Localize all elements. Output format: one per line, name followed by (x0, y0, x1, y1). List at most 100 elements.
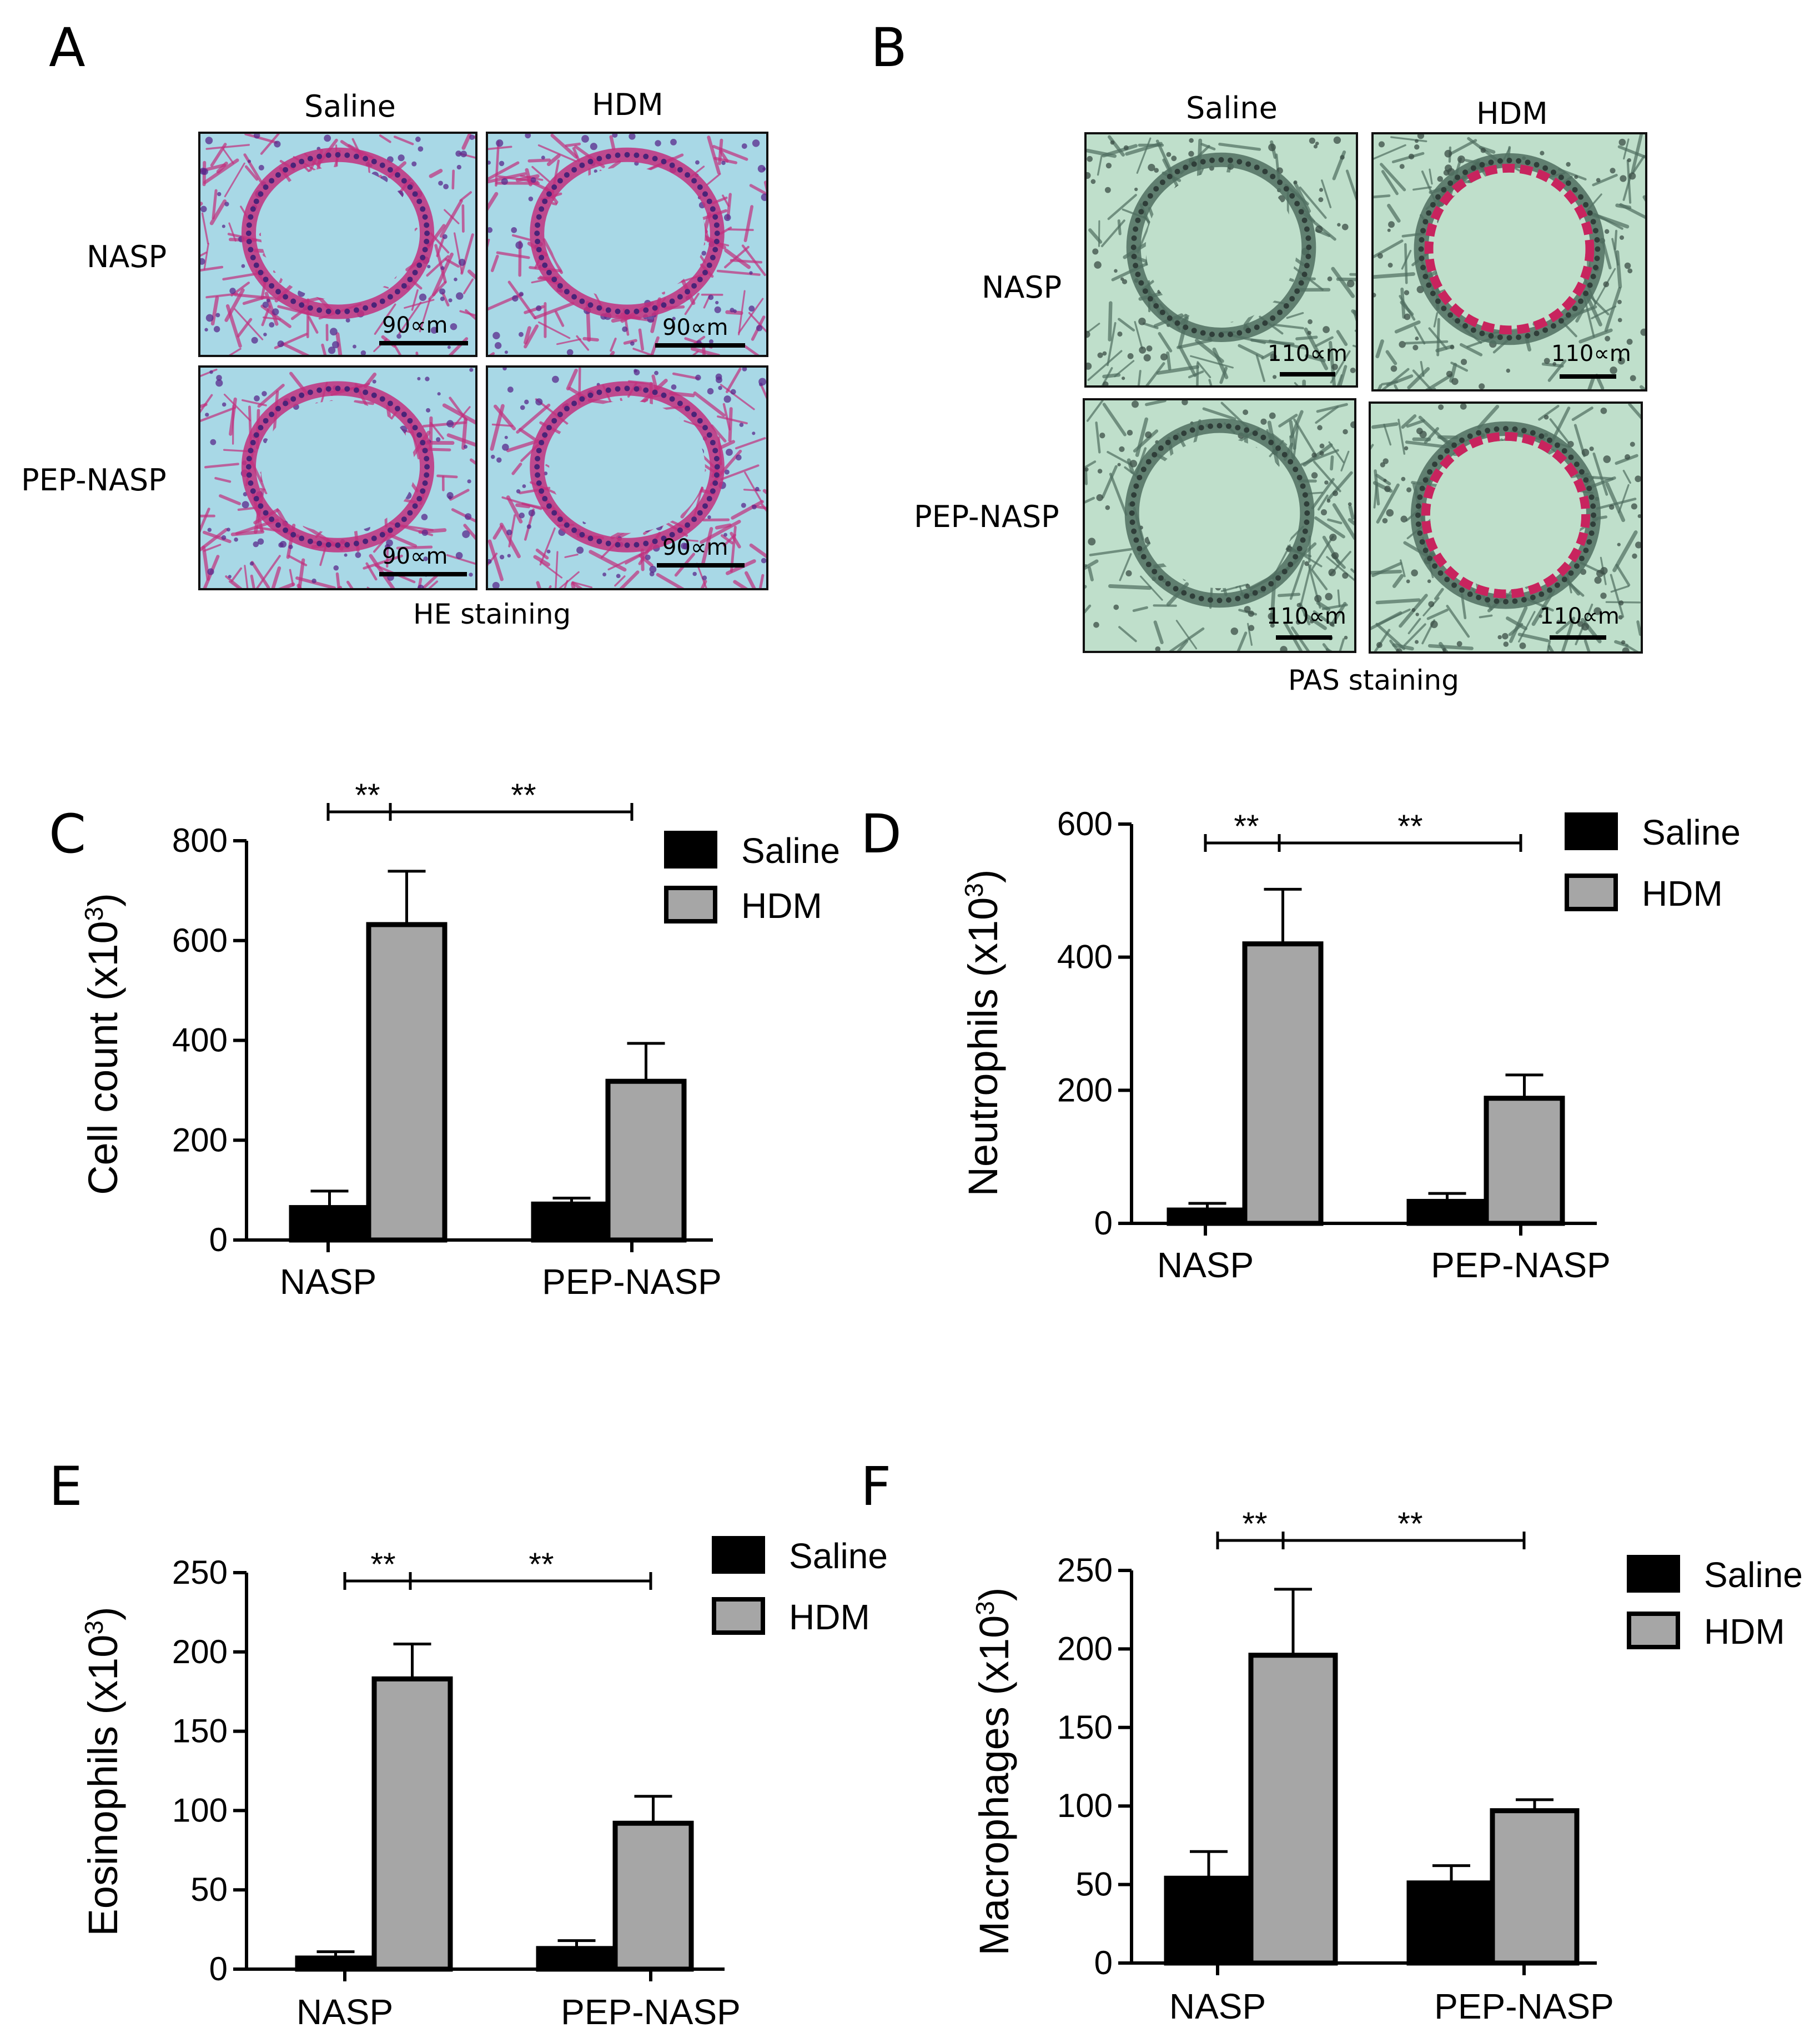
significance-label: ** (511, 777, 536, 814)
panel-letter: E (49, 1455, 83, 1518)
panel-b-col-label-saline: Saline (1186, 91, 1278, 126)
bar-saline-nasp (289, 1205, 370, 1243)
panel-a-scale-bar (657, 563, 745, 568)
y-tick-label: 0 (1094, 1944, 1113, 1981)
significance-label: ** (1397, 1506, 1422, 1542)
panel-a-scale-bar (655, 343, 745, 348)
x-tick-label: PEP-NASP (542, 1262, 722, 1302)
panel-a-scale-label: 90∝m (662, 535, 728, 560)
x-tick-label: NASP (1157, 1245, 1254, 1285)
tissue-drawing (1374, 134, 1645, 389)
y-axis-label: Eosinophils (x103) (79, 1607, 126, 1936)
y-tick-label: 0 (209, 1221, 228, 1258)
x-tick-label: PEP-NASP (1434, 1986, 1614, 2026)
bar-hdm-pep-nasp (612, 1820, 694, 1972)
y-tick-label: 200 (172, 1121, 228, 1158)
bar-hdm-nasp (366, 922, 448, 1243)
legend-label: Saline (741, 831, 840, 871)
panel-b-scale-bar (1280, 372, 1335, 377)
panel-b-row-label-nasp: NASP (982, 270, 1062, 305)
legend-label: Saline (789, 1536, 888, 1576)
tissue-drawing (1371, 404, 1641, 651)
tissue-drawing (200, 134, 475, 355)
y-tick-label: 400 (172, 1022, 228, 1059)
panel-b-image-nasp-saline (1084, 132, 1358, 388)
significance-label: ** (370, 1547, 395, 1583)
panel-letter: C (49, 803, 86, 865)
y-tick-label: 200 (1057, 1630, 1113, 1667)
panel-a-scale-label: 90∝m (382, 313, 448, 338)
significance-label: ** (1242, 1506, 1267, 1542)
panel-a-col-label-hdm: HDM (592, 87, 663, 122)
significance-label: ** (1234, 809, 1259, 845)
panel-b-image-pep-nasp-hdm (1369, 401, 1643, 654)
bar-saline-pep-nasp (1406, 1198, 1488, 1226)
x-tick-label: NASP (280, 1262, 376, 1302)
legend-swatch-hdm (1565, 874, 1618, 911)
legend-label: HDM (1704, 1612, 1785, 1652)
y-tick-label: 250 (172, 1554, 228, 1591)
x-tick-label: NASP (296, 1992, 393, 2032)
panel-b-image-nasp-hdm (1371, 132, 1647, 391)
x-tick-label: PEP-NASP (1431, 1245, 1611, 1285)
panel-a-caption: HE staining (413, 598, 571, 630)
bar-hdm-nasp (1242, 941, 1324, 1226)
x-tick-label: NASP (1169, 1986, 1266, 2026)
panel-b-caption: PAS staining (1288, 664, 1459, 696)
panel-b-scale-label: 110∝m (1266, 604, 1346, 629)
panel-letter: F (861, 1455, 891, 1518)
panel-b-image-pep-nasp-saline (1083, 398, 1356, 653)
panel-b-col-label-hdm: HDM (1476, 96, 1548, 131)
y-tick-label: 600 (172, 922, 228, 959)
y-tick-label: 150 (1057, 1709, 1113, 1746)
bar-hdm-nasp (1248, 1653, 1338, 1966)
panel-b-scale-bar (1560, 374, 1616, 379)
legend-swatch-saline (1627, 1555, 1680, 1593)
panel-a-image-nasp-hdm (486, 132, 768, 357)
legend-swatch-saline (664, 831, 717, 869)
bar-saline-pep-nasp (531, 1201, 612, 1243)
panel-letter: D (861, 803, 902, 865)
tissue-drawing (1087, 134, 1356, 385)
y-tick-label: 100 (1057, 1787, 1113, 1824)
legend-swatch-hdm (664, 886, 717, 923)
bar-saline-pep-nasp (536, 1946, 617, 1972)
bar-saline-nasp (295, 1955, 376, 1972)
x-tick-label: PEP-NASP (561, 1992, 741, 2032)
panel-b-row-label-pep-nasp: PEP-NASP (914, 499, 1059, 534)
y-tick-label: 600 (1057, 805, 1113, 842)
panel-b-scale-label: 110∝m (1551, 341, 1631, 367)
y-tick-label: 200 (172, 1633, 228, 1670)
bar-hdm-pep-nasp (605, 1078, 687, 1243)
y-tick-label: 100 (172, 1791, 228, 1829)
y-tick-label: 250 (1057, 1552, 1113, 1589)
y-tick-label: 800 (172, 822, 228, 859)
y-tick-label: 50 (1075, 1866, 1113, 1903)
tissue-drawing (488, 368, 766, 588)
legend-swatch-saline (1565, 812, 1618, 850)
panel-a-scale-label: 90∝m (382, 544, 448, 569)
bar-hdm-nasp (371, 1676, 453, 1972)
legend-swatch-hdm (1627, 1612, 1680, 1649)
panel-a-scale-label: 90∝m (662, 315, 728, 340)
y-axis-label: Neutrophils (x103) (959, 869, 1006, 1196)
legend-label: Saline (1704, 1555, 1803, 1595)
panel-a-scale-bar (379, 341, 468, 345)
legend-label: HDM (789, 1597, 870, 1637)
panel-a-scale-bar (379, 572, 467, 576)
legend-swatch-saline (712, 1536, 765, 1574)
significance-label: ** (1397, 809, 1422, 845)
y-axis-label: Macrophages (x103) (971, 1587, 1017, 1955)
bar-saline-nasp (1167, 1207, 1248, 1226)
tissue-drawing (488, 134, 766, 355)
panel-a-row-label-nasp: NASP (87, 239, 167, 274)
legend-label: HDM (741, 886, 822, 926)
panel-a-row-label-pep-nasp: PEP-NASP (21, 463, 167, 498)
panel-a-col-label-saline: Saline (304, 89, 396, 124)
legend-label: HDM (1642, 874, 1723, 913)
panel-b-scale-label: 110∝m (1540, 604, 1620, 629)
significance-label: ** (529, 1547, 554, 1583)
panel-a-image-pep-nasp-hdm (486, 365, 768, 590)
panel-b-scale-bar (1276, 635, 1332, 640)
